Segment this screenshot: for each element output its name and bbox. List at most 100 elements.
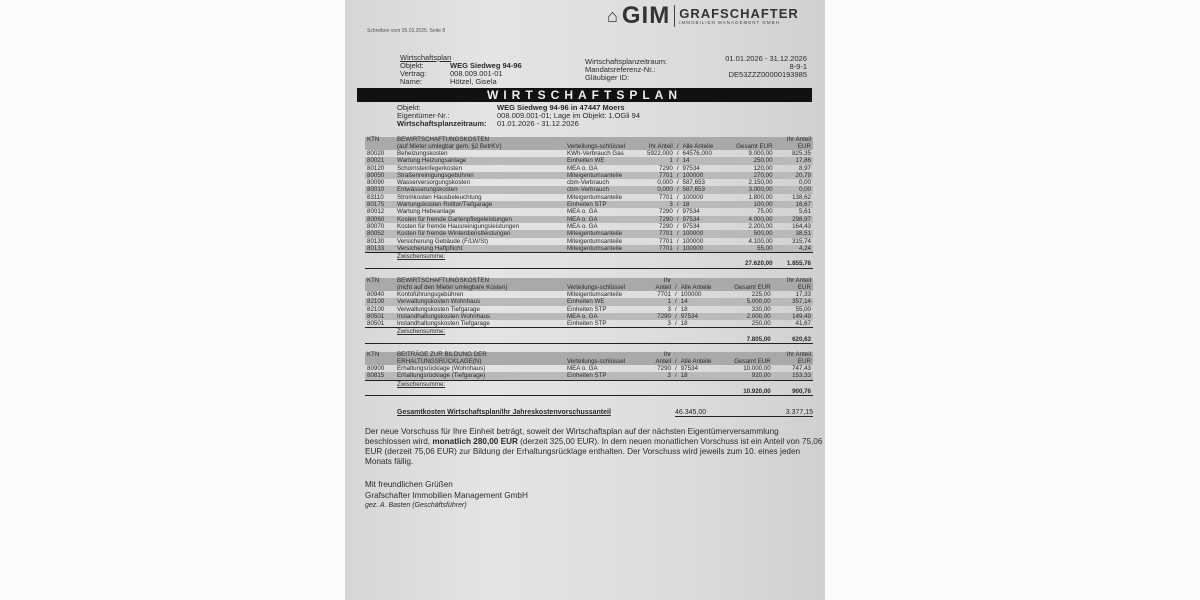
text-field: KWh-Verbrauch Gas xyxy=(567,150,624,157)
text-field: 80090 xyxy=(367,179,385,187)
table-row: 80133 Versicherung Haftpflicht Miteigentum… xyxy=(365,244,813,253)
text-field: Gesamt EUR xyxy=(718,137,775,150)
subtotal-row: Zwischensumme: xyxy=(365,379,813,388)
text-field: 149,49 xyxy=(772,312,813,321)
text-field: 0,00 xyxy=(798,179,811,187)
text-field: Wasserversorgungskosten xyxy=(397,179,471,187)
text-field: 97534 xyxy=(678,312,717,321)
text-field: Stromkosten Hausbeleuchtung xyxy=(397,193,482,201)
text-field: (nicht auf den Mieter umlegbare Kosten) xyxy=(397,283,508,291)
text-field: 7701 xyxy=(645,171,675,180)
text-field: 16,67 xyxy=(774,201,813,209)
text-field: Verteilungs-schlüssel xyxy=(565,278,645,291)
text-field: 80175 xyxy=(365,201,395,209)
text-field: 100000 xyxy=(682,193,704,201)
table-row: 80060 Kosten für fremde Gartenpflegeleist… xyxy=(365,215,813,223)
text-field: Erhaltungsrücklage (Tiefgarage) xyxy=(395,372,565,381)
text-field: Objekt: xyxy=(400,61,424,70)
total-row: Gesamtkosten Wirtschaftsplan/Ihr Jahresk… xyxy=(397,409,611,416)
table-row: 80070 Kosten für fremde Hausreinigungslei… xyxy=(367,222,811,230)
text-field: Eigentümer-Nr.: xyxy=(397,111,450,120)
section-title: Wirtschaftsplan xyxy=(400,53,452,62)
text-field: 01.01.2026 - 31.12.2026 xyxy=(497,119,579,128)
text-field: 008.009.001-01 xyxy=(450,69,503,78)
text-field: MEA o. GA xyxy=(567,222,598,230)
text-field: 18 xyxy=(678,372,717,381)
company-subtitle: IMMOBILIEN MANAGEMENT GMBH xyxy=(679,20,780,25)
text-field: 1 xyxy=(645,157,675,165)
text-field: 80052 xyxy=(365,230,395,238)
table-header: KTN BEWIRTSCHAFTUNGSKOSTEN (auf Mieter um… xyxy=(365,136,813,150)
text-field: 825,35 xyxy=(792,150,811,157)
text-field: Verteilungs-schlüssel xyxy=(565,352,645,365)
closing: Mit freundlichen Grüßen Grafschafter Immo… xyxy=(365,480,528,512)
text-field: Gläubiger ID: xyxy=(585,73,630,82)
text-field: 97534 xyxy=(682,164,700,172)
text-field: 100000 xyxy=(680,230,719,238)
text-field: 4.100,00 xyxy=(748,237,773,245)
text-field: cbm-Verbrauch xyxy=(565,186,645,194)
text-field: 38,51 xyxy=(774,230,813,238)
text-field: 80120 xyxy=(367,164,385,172)
text-field: (auf Mieter umlegbar gem. §2 BetrKV) xyxy=(397,142,502,150)
text-field: 27.620,00 xyxy=(718,260,775,269)
text-field: BEITRÄGE ZUR BILDUNG DER xyxy=(397,351,487,358)
text-field: Kosten für fremde Gartenpflegeleistungen xyxy=(395,215,565,223)
table-row: 80940 Kontoführungsgebühren Miteigentumsan… xyxy=(367,291,811,298)
text-field: Wirtschaftsplanzeitraum: xyxy=(585,57,668,66)
text-field: 2.000,00 xyxy=(716,312,773,321)
text-field: Versicherung Gebäude (F/LW/St) xyxy=(397,237,489,245)
text-field: 3.377,15 xyxy=(785,409,813,416)
text-field: 10.920,00 xyxy=(716,387,773,397)
text-field: 7701 xyxy=(659,193,673,201)
text-field: Mit freundlichen Grüßen xyxy=(365,480,453,489)
text-field: Miteigentumsanteile xyxy=(565,171,645,180)
text-field: Alle Anteile xyxy=(678,278,717,291)
text-field: cbm-Verbrauch xyxy=(567,179,609,187)
banner-title: WIRTSCHAFTSPLAN xyxy=(357,88,812,102)
table-row: 80052 Kosten für fremde Winterdienstleist… xyxy=(365,230,813,238)
text-field: 153,33 xyxy=(772,372,813,381)
text-field: Kontoführungsgebühren xyxy=(397,291,464,298)
text-field: Hötzel, Gisela xyxy=(450,77,497,86)
text-field: MEA o. GA xyxy=(567,365,598,372)
text-field: Versicherung Haftpflicht xyxy=(395,244,565,253)
text-field: MEA o. GA xyxy=(565,215,645,223)
table-row: 83110 Stromkosten Hausbeleuchtung Miteigen… xyxy=(367,193,811,201)
text-field: 80060 xyxy=(365,215,395,223)
text-field: 1.855,76 xyxy=(774,260,813,269)
text-field: 80021 xyxy=(365,157,395,165)
text-field: Ihr Anteil EUR xyxy=(772,277,813,291)
text-field: 7.805,00 xyxy=(716,335,773,345)
text-field: Alle Anteile xyxy=(678,352,717,365)
table-row: 82100 Verwaltungskosten Tiefgarage Einheit… xyxy=(367,305,811,313)
text-field: Miteigentumsanteile xyxy=(565,230,645,238)
text-field: 587,653 xyxy=(682,179,705,187)
text-field: 0,000 xyxy=(657,179,673,187)
text-field: Verwaltungskosten Wohnhaus xyxy=(395,298,565,306)
text-field: 97534 xyxy=(682,222,700,230)
text-field: 7290 xyxy=(645,215,675,223)
text-field: 80130 xyxy=(367,237,385,245)
text-field: 14 xyxy=(680,157,719,165)
text-field: Einheiten WE xyxy=(565,298,645,306)
text-field: 4.000,00 xyxy=(718,215,775,223)
text-field: 7290 xyxy=(657,365,671,372)
text-field: 500,00 xyxy=(718,230,775,238)
text-field: KTN xyxy=(365,351,395,365)
letter-reference: Schreiben vom 05.03.2025, Seite 8 xyxy=(367,28,446,34)
table-row: 80175 Wartungskosten Rolltor/Tiefgarage Ei… xyxy=(365,201,813,209)
text-field: 587,653 xyxy=(680,186,719,194)
text-field: 18 xyxy=(680,201,719,209)
text-field: Zwischensumme: xyxy=(395,327,717,336)
subtotal-values: 27.620,00 1.855,76 xyxy=(365,260,813,269)
table-row: 80090 Wasserversorgungskosten cbm-Verbrauc… xyxy=(367,179,811,187)
text-field: Verteilungs-schlüssel xyxy=(565,137,645,150)
text-field: Objekt: xyxy=(397,103,421,112)
text-field: 0,000 xyxy=(645,186,675,194)
text-field: 357,14 xyxy=(772,298,813,306)
text-field: 8-9-1 xyxy=(789,62,807,71)
text-field: 80815 xyxy=(365,372,395,381)
text-field: 920,00 xyxy=(716,372,773,381)
text-field: 120,00 xyxy=(753,164,773,172)
